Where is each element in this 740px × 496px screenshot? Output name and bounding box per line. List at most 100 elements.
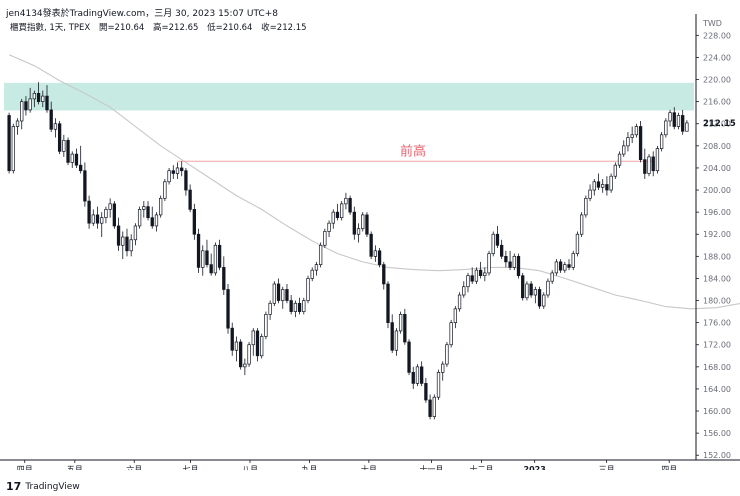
candle-up bbox=[474, 269, 479, 282]
candle-down bbox=[529, 283, 533, 296]
brand-name: TradingView bbox=[25, 481, 80, 492]
x-tick-label: 九月 bbox=[301, 465, 317, 470]
candle-up bbox=[398, 314, 403, 332]
candle-down bbox=[230, 327, 234, 351]
candle-up bbox=[15, 120, 20, 127]
y-tick-label: 180.00 bbox=[703, 297, 731, 306]
candle-up bbox=[445, 344, 449, 365]
candle-up bbox=[373, 250, 378, 257]
chart-area[interactable]: 前高 TWD 228.00 224.00 220.00 216.00 212.00 208.0… bbox=[0, 0, 740, 470]
candle-down bbox=[79, 164, 83, 172]
candle-up bbox=[436, 372, 441, 398]
x-tick-label: 四月 bbox=[17, 465, 33, 470]
candle-up bbox=[260, 336, 264, 357]
legend-high: 高=212.65 bbox=[153, 23, 199, 33]
candle-up bbox=[626, 137, 630, 147]
candle-up bbox=[579, 214, 584, 235]
candle-up bbox=[550, 272, 554, 282]
candle-up bbox=[613, 164, 617, 177]
candle-up bbox=[62, 139, 66, 152]
candle-down bbox=[95, 214, 100, 224]
candle-down bbox=[508, 261, 512, 268]
candle-down bbox=[407, 341, 411, 373]
candle-up bbox=[121, 236, 125, 246]
candle-up bbox=[314, 264, 319, 271]
candle-up bbox=[137, 209, 142, 227]
candle-up bbox=[584, 197, 588, 216]
candle-up bbox=[264, 314, 268, 337]
candle-down bbox=[390, 322, 394, 351]
candle-up bbox=[53, 123, 58, 130]
candle-down bbox=[403, 314, 407, 343]
y-tick-label: 208.00 bbox=[703, 142, 731, 151]
chart-legend: 櫃買指數, 1天, TPEX 開=210.64 高=212.65 低=210.6… bbox=[10, 21, 307, 33]
candle-down bbox=[125, 236, 129, 252]
candle-down bbox=[500, 244, 504, 257]
y-tick-label: 204.00 bbox=[703, 164, 731, 173]
candle-up bbox=[676, 115, 681, 127]
candle-up bbox=[129, 239, 133, 252]
x-tick-label: 十月 bbox=[361, 464, 377, 470]
candle-down bbox=[558, 261, 563, 271]
footer-brand: 𝟭𝟳 TradingView bbox=[6, 480, 80, 493]
candle-up bbox=[344, 197, 348, 205]
legend-close: 收=212.15 bbox=[261, 23, 307, 33]
candle-down bbox=[83, 170, 87, 202]
candle-down bbox=[605, 184, 609, 191]
y-tick-label: 156.00 bbox=[703, 429, 731, 438]
x-tick-label: 七月 bbox=[183, 465, 199, 470]
candle-down bbox=[411, 372, 415, 384]
candle-down bbox=[36, 92, 41, 102]
x-tick-label: 2023 bbox=[524, 465, 546, 470]
x-tick-label: 八月 bbox=[242, 465, 258, 470]
candle-up bbox=[163, 181, 167, 199]
candle-up bbox=[175, 167, 180, 174]
candle-down bbox=[428, 399, 432, 417]
candle-up bbox=[441, 363, 445, 373]
candle-up bbox=[108, 203, 112, 210]
candle-down bbox=[209, 264, 213, 274]
candle-up bbox=[622, 145, 626, 155]
candle-down bbox=[222, 267, 226, 290]
candle-down bbox=[495, 233, 500, 246]
candle-down bbox=[146, 206, 150, 219]
candle-up bbox=[340, 203, 344, 219]
candle-down bbox=[217, 244, 222, 268]
y-tick-label: 200.00 bbox=[703, 186, 731, 195]
candle-down bbox=[643, 159, 647, 174]
candle-up bbox=[453, 308, 458, 323]
candle-up bbox=[415, 366, 420, 384]
candle-down bbox=[537, 289, 542, 307]
candle-up bbox=[159, 197, 163, 216]
current-price-label: 212.15 bbox=[703, 119, 736, 129]
candle-down bbox=[504, 255, 508, 263]
candle-up bbox=[251, 330, 255, 346]
candle-down bbox=[184, 170, 188, 191]
candle-up bbox=[268, 302, 272, 315]
y-tick-label: 216.00 bbox=[703, 98, 731, 107]
candle-down bbox=[382, 264, 386, 285]
candle-up bbox=[213, 244, 218, 274]
candle-up bbox=[318, 244, 323, 265]
y-tick-label: 172.00 bbox=[703, 341, 731, 350]
candle-down bbox=[87, 200, 91, 224]
currency-label: TWD bbox=[702, 19, 722, 28]
candle-up bbox=[356, 228, 361, 235]
y-tick-label: 176.00 bbox=[703, 319, 731, 328]
y-tick-label: 192.00 bbox=[703, 230, 731, 239]
candle-up bbox=[154, 214, 159, 227]
candle-down bbox=[470, 275, 474, 282]
candle-up bbox=[100, 217, 104, 224]
y-tick-label: 228.00 bbox=[703, 31, 731, 40]
candle-down bbox=[596, 181, 601, 188]
candle-down bbox=[567, 264, 571, 268]
resistance-zone bbox=[4, 82, 694, 111]
candle-up bbox=[457, 294, 462, 310]
candle-up bbox=[655, 148, 660, 172]
candle-up bbox=[563, 264, 567, 271]
candle-up bbox=[302, 300, 306, 312]
candle-down bbox=[276, 283, 281, 301]
candle-up bbox=[247, 344, 251, 365]
candle-down bbox=[49, 109, 53, 130]
previous-high-label: 前高 bbox=[400, 143, 426, 159]
